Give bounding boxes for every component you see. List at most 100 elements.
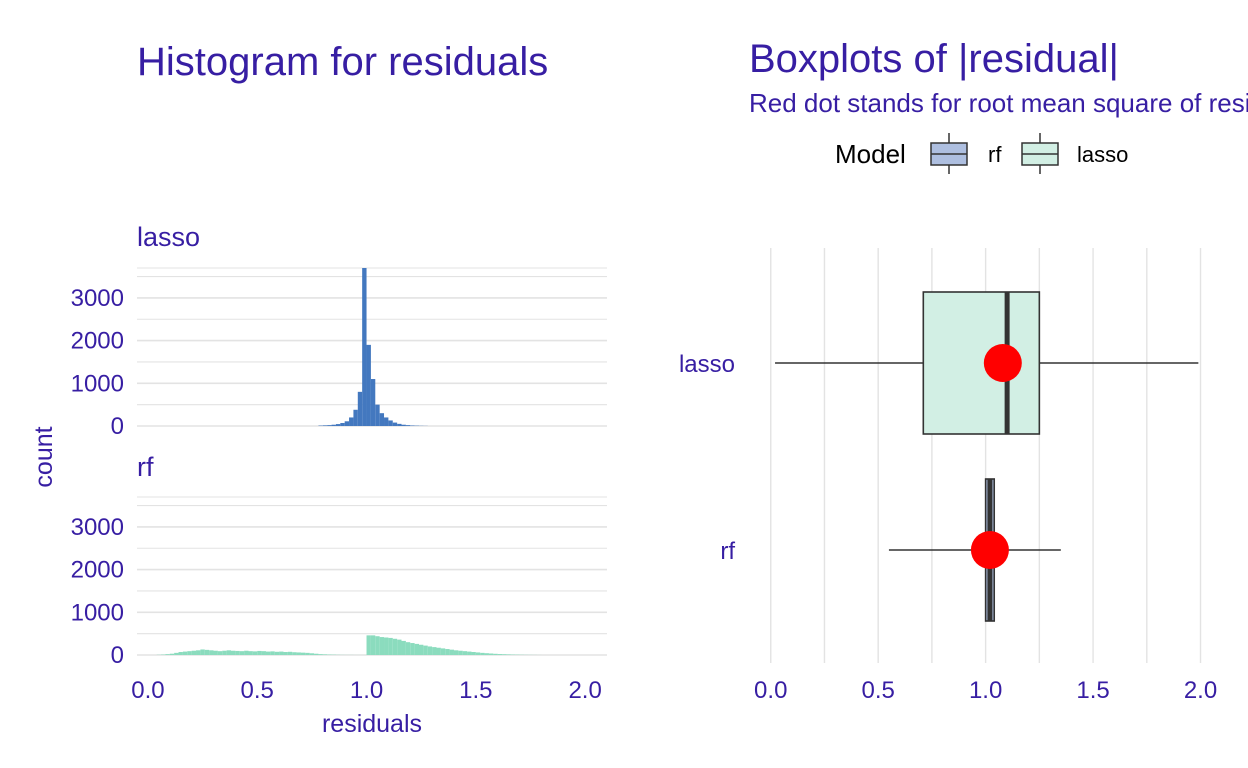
histogram-bar	[340, 423, 345, 426]
box	[922, 291, 1041, 435]
histogram-bar	[287, 651, 293, 655]
histogram-bar	[226, 650, 231, 655]
rms-dot	[970, 531, 1009, 569]
histogram-bar	[392, 638, 398, 655]
histogram-bar	[410, 425, 415, 426]
x-tick-label: 0.0	[131, 677, 164, 704]
x-tick-label: 2.0	[1184, 677, 1217, 704]
histogram-bar	[384, 637, 389, 655]
category-label: lasso	[679, 351, 735, 378]
legend: Model rf lasso	[835, 133, 1128, 174]
histogram-bar	[392, 422, 398, 426]
histogram-bar	[436, 647, 441, 655]
histogram-bar	[327, 425, 332, 426]
histogram-bar	[375, 404, 380, 426]
histogram-bar	[200, 649, 205, 655]
y-tick-label: 0	[111, 642, 124, 669]
facet-label: lasso	[137, 222, 200, 252]
histogram-bar	[493, 653, 498, 655]
histogram-bar	[475, 652, 481, 655]
y-tick-label: 2000	[71, 557, 124, 584]
histogram-bar	[366, 635, 371, 655]
histogram-bar	[366, 344, 371, 426]
histogram-bar	[370, 635, 376, 655]
histogram-bar	[257, 650, 262, 655]
y-tick-label: 0	[111, 413, 124, 440]
x-tick-label: 0.5	[861, 677, 894, 704]
histogram-bar	[169, 653, 175, 655]
histogram-bar	[375, 636, 380, 655]
histogram-bar	[405, 425, 411, 426]
histogram-bar	[300, 652, 306, 655]
histogram-title: Histogram for residuals	[137, 40, 548, 84]
legend-key: lasso	[1021, 133, 1128, 174]
x-tick-label: 1.5	[459, 677, 492, 704]
histogram-bar	[292, 652, 297, 655]
histogram-bar	[279, 651, 284, 655]
y-tick-label: 3000	[71, 514, 124, 541]
facet-label: rf	[137, 452, 154, 482]
legend-key: rf	[930, 133, 1002, 174]
histogram-bar	[344, 421, 350, 426]
histogram-bar	[353, 409, 358, 426]
histogram-bar	[423, 645, 428, 655]
histogram-bar	[265, 651, 271, 655]
histogram-bar	[209, 650, 214, 655]
histogram-bar	[471, 652, 476, 655]
y-tick-label: 1000	[71, 599, 124, 626]
category-label: rf	[720, 538, 735, 565]
histogram-bar	[318, 654, 323, 655]
histogram-bar	[244, 650, 249, 655]
histogram-bar	[235, 650, 240, 655]
histogram-bar	[397, 423, 402, 426]
histogram-bar	[405, 642, 411, 655]
histogram-bar	[506, 654, 511, 655]
boxplot-plot: 0.0 0.5 1.0 1.5 2.0 lasso rf	[679, 248, 1217, 704]
histogram-bar	[314, 653, 319, 655]
histogram-bar	[445, 649, 450, 655]
histogram-bar	[453, 650, 459, 655]
histogram-bar	[283, 652, 288, 655]
histogram-bar	[388, 637, 393, 655]
histogram-bar	[213, 650, 218, 655]
histogram-bar	[196, 650, 201, 655]
histogram-bar	[357, 391, 363, 426]
histogram-bar	[274, 651, 280, 655]
histogram-bar	[270, 651, 275, 655]
histogram-bar	[414, 643, 419, 655]
histogram-bar	[187, 651, 192, 655]
histogram-bar	[384, 417, 389, 426]
y-tick-label: 2000	[71, 328, 124, 355]
histogram-bar	[440, 648, 446, 655]
histogram-bar	[379, 637, 385, 655]
histogram-bar	[370, 379, 376, 426]
histogram-bar	[322, 425, 328, 426]
histogram-bar	[178, 652, 183, 655]
histogram-bar	[397, 639, 402, 655]
histogram-bar	[174, 652, 179, 655]
histogram-bar	[296, 652, 301, 655]
histogram-bar	[191, 650, 197, 655]
histogram-plot: lasso 0 1000 2000 3000 rf 0 1000 2000 3000 0.0 0.5 1…	[71, 222, 607, 704]
histogram-bar	[239, 651, 245, 655]
histogram-bar	[502, 654, 507, 655]
boxplot-subtitle: Red dot stands for root mean square of r…	[749, 88, 1248, 118]
rms-dot	[983, 344, 1022, 382]
x-tick-label: 1.0	[350, 677, 383, 704]
x-tick-label: 2.0	[568, 677, 601, 704]
histogram-bar	[362, 268, 367, 426]
histogram-bar	[449, 649, 454, 655]
boxplot-title: Boxplots of |residual|	[749, 37, 1119, 81]
x-tick-label: 0.0	[754, 677, 787, 704]
histogram-bar	[427, 646, 433, 655]
histogram-bar	[165, 654, 170, 655]
x-tick-label: 1.5	[1076, 677, 1109, 704]
histogram-bar	[401, 640, 406, 655]
histogram-bar	[462, 651, 468, 655]
histogram-x-axis-title: residuals	[322, 710, 422, 738]
histogram-bar	[204, 649, 210, 655]
histogram-bar	[217, 651, 223, 655]
legend-title: Model	[835, 139, 906, 169]
histogram-bar	[309, 653, 315, 655]
